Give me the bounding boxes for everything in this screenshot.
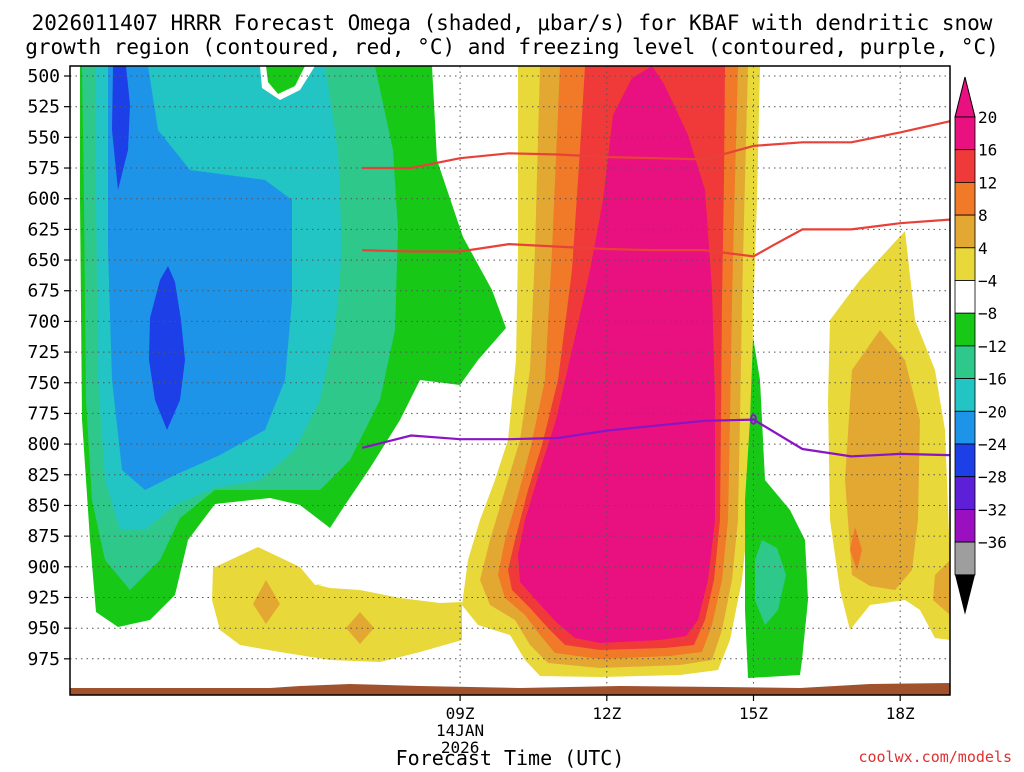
y-tick-label-600: 600 [27,189,60,210]
colorbar-label-3: 8 [978,206,988,225]
colorbar-segment-8 [954,378,976,412]
colorbar-segment-12 [954,508,976,543]
omega-fill-minus20-upper [112,66,130,190]
credit-text: coolwx.com/models [858,748,1012,766]
colorbar-segment-2 [954,181,976,216]
colorbar-segment-13 [954,541,976,576]
omega-fill-plus8-cell1 [253,580,280,624]
omega-fill-plus8-right [845,330,920,590]
y-tick-label-550: 550 [27,127,60,148]
colorbar-top-arrow [954,76,976,118]
colorbar-segment-1 [954,149,976,183]
upward-motion-region [80,66,506,627]
y-tick-label-800: 800 [27,434,60,455]
plot-area: 0 [70,66,950,695]
y-tick-label-500: 500 [27,66,60,87]
contour-lines [362,120,950,458]
terrain-surface [70,683,950,695]
colorbar-label-9: −20 [978,402,1007,421]
colorbar-label-6: −8 [978,304,997,323]
y-tick-label-725: 725 [27,342,60,363]
grid-lines [70,66,950,695]
colorbar-label-2: 12 [978,173,997,192]
time-axis: 09Z14JAN202612Z15Z18Z21Z00Z15JAN [436,695,915,757]
colorbar-bottom-arrow [955,574,975,615]
y-tick-label-575: 575 [27,158,60,179]
pressure-axis: 500 525 550 575 600 625 650 675 700 725 750 775 800 8… [27,66,70,670]
y-tick-label-775: 775 [27,403,60,424]
colorbar-label-1: 16 [978,141,997,160]
omega-fill-plus8-edge [933,560,950,615]
x-tick-date-09Z: 14JAN [436,721,484,740]
x-tick-label-15Z: 15Z [739,704,768,723]
contour-dgz_upper_neg17C [362,120,950,170]
y-tick-label-950: 950 [27,618,60,639]
plot-frame [69,65,951,696]
colorbar-segment-4 [954,247,976,281]
y-tick-label-525: 525 [27,97,60,118]
y-tick-label-875: 875 [27,526,60,547]
colorbar-segment-6 [954,312,976,347]
colorbar-label-5: −4 [978,272,997,291]
y-tick-label-650: 650 [27,250,60,271]
y-tick-label-900: 900 [27,557,60,578]
y-tick-label-750: 750 [27,373,60,394]
omega-fill-minus8-bump [266,66,305,94]
colorbar-legend: 20 16 12 8 4 −4 −8 −12 −16 −20 −24 −28 −32 −36 [954,76,1007,615]
y-tick-label-700: 700 [27,311,60,332]
omega-fill-plus12-right [850,527,862,570]
chart-title-line1: 2026011407 HRRR Forecast Omega (shaded, … [32,11,993,35]
omega-fill-plus8-cell2 [346,612,374,644]
x-tick-label-18Z: 18Z [886,704,915,723]
late-period-region [745,231,950,678]
colorbar-label-12: −32 [978,500,1007,519]
colorbar-segment-3 [954,214,976,249]
y-tick-label-625: 625 [27,219,60,240]
y-tick-label-675: 675 [27,281,60,302]
omega-fill-minus20-lower [149,266,185,430]
colorbar-label-0: 20 [978,108,997,127]
colorbar-segment-10 [954,443,976,478]
freezing-level-label: 0 [749,413,757,429]
colorbar-label-4: 4 [978,239,988,258]
low-level-sinking-left [212,547,462,662]
colorbar-segment-0 [954,116,976,151]
colorbar-label-11: −28 [978,468,1007,487]
chart-title-line2: growth region (contoured, red, °C) and f… [25,35,999,59]
low-level-white-gap [318,578,462,603]
contour-dgz_lower_neg12C [362,218,950,258]
colorbar-segment-5 [954,280,976,314]
colorbar-segment-9 [954,410,976,445]
colorbar-label-10: −24 [978,435,1007,454]
contour-freezing_level_0C [362,418,950,458]
colorbar-segment-7 [954,345,976,379]
x-axis-title: Forecast Time (UTC) [396,746,625,768]
omega-fill-plus4-lowleft [212,547,462,662]
x-tick-year-09Z: 2026 [441,738,480,757]
colorbar-label-13: −36 [978,533,1007,552]
omega-fill-minus8-right [755,540,786,625]
omega-fill-plus20 [518,66,715,643]
y-tick-label-850: 850 [27,496,60,517]
downward-motion-region [462,66,760,677]
x-tick-label-12Z: 12Z [592,704,621,723]
colorbar-segment-11 [954,476,976,510]
y-tick-label-825: 825 [27,465,60,486]
x-tick-label-09Z: 09Z [446,704,475,723]
y-tick-label-975: 975 [27,649,60,670]
colorbar-label-7: −12 [978,337,1007,356]
y-tick-label-925: 925 [27,588,60,609]
colorbar-label-8: −16 [978,370,1007,389]
